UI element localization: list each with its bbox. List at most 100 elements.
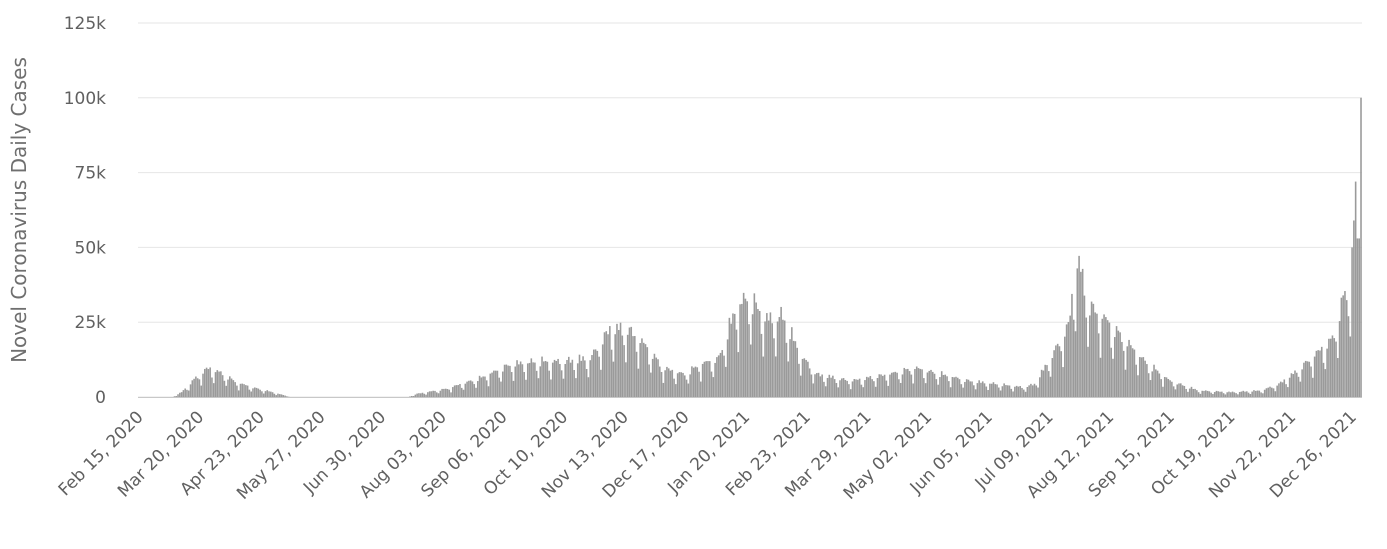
bar (282, 395, 285, 397)
bar (805, 359, 807, 397)
bar (739, 304, 741, 397)
bar (443, 388, 445, 397)
bar (1153, 364, 1155, 397)
bar (227, 379, 229, 397)
bar (958, 379, 961, 397)
bar (930, 369, 932, 397)
y-axis-tick-labels: 0 25k 50k 75k 100k 125k (64, 14, 106, 408)
y-tick-label: 100k (64, 89, 106, 109)
bar (983, 383, 986, 397)
bar (1246, 391, 1248, 397)
bar (725, 366, 727, 397)
bar (773, 338, 775, 397)
bar (865, 376, 868, 397)
bar (204, 368, 206, 397)
bar (216, 370, 219, 397)
bar (1151, 371, 1154, 397)
bar (1099, 357, 1102, 397)
bar (621, 335, 624, 397)
bar (1108, 322, 1111, 397)
bar (1039, 377, 1041, 397)
bar (1183, 385, 1186, 397)
bar (523, 372, 525, 397)
bar (1067, 322, 1070, 397)
bar (732, 313, 734, 397)
bar (1342, 295, 1344, 397)
bar (516, 360, 518, 397)
bar (1292, 374, 1294, 397)
bar (510, 372, 513, 397)
bar (589, 360, 591, 397)
bar (685, 379, 688, 397)
bar (853, 379, 856, 397)
bar (1319, 350, 1321, 397)
bar (432, 390, 434, 397)
bar (569, 362, 572, 397)
bar (1347, 316, 1350, 397)
bar (1133, 349, 1136, 397)
bar (921, 369, 923, 397)
bar (1304, 360, 1307, 397)
bar (758, 311, 761, 397)
bar (669, 370, 672, 397)
bar (785, 342, 788, 397)
bar (664, 370, 666, 397)
bar (1155, 369, 1157, 397)
bar (735, 329, 738, 397)
bar (1237, 394, 1239, 397)
bar (630, 326, 633, 397)
bar (202, 373, 204, 397)
bar (578, 354, 581, 397)
bar (543, 361, 545, 397)
bar (919, 368, 922, 397)
bar (1315, 350, 1318, 397)
bar (1021, 387, 1023, 397)
bar (1030, 383, 1032, 397)
bar (717, 355, 720, 397)
bar (241, 383, 244, 397)
bar (860, 384, 863, 397)
bar (1256, 390, 1259, 397)
bar (869, 376, 872, 397)
bar (710, 371, 713, 397)
bar (1210, 392, 1212, 397)
bar (1062, 367, 1064, 397)
bar (910, 374, 913, 397)
bar (940, 371, 943, 397)
bar (532, 362, 534, 397)
bar (659, 366, 661, 397)
bar (971, 381, 973, 397)
bar (771, 323, 773, 397)
bar (530, 358, 533, 397)
bar (915, 366, 918, 397)
bar (1171, 381, 1173, 397)
bar (696, 367, 699, 397)
bar (475, 387, 477, 397)
bar (1180, 383, 1182, 397)
bar (667, 368, 670, 397)
bar (901, 374, 904, 397)
bar (1106, 320, 1109, 397)
bar (214, 372, 217, 397)
bar (774, 356, 777, 397)
bar (509, 365, 511, 397)
bar (951, 377, 954, 397)
bar (1146, 364, 1148, 397)
bar (437, 393, 440, 397)
bar (180, 392, 183, 397)
bar (680, 372, 682, 397)
bar (728, 317, 731, 397)
bar (232, 380, 235, 397)
bar (1285, 384, 1287, 397)
bar (719, 352, 722, 397)
bar (211, 377, 213, 397)
bar (714, 362, 716, 397)
bar (985, 386, 988, 397)
bar (639, 343, 641, 397)
bar (430, 391, 433, 397)
bar (837, 387, 840, 397)
bar (1144, 360, 1146, 397)
bar (1338, 321, 1341, 397)
bar (644, 344, 647, 397)
bar (1242, 390, 1245, 397)
